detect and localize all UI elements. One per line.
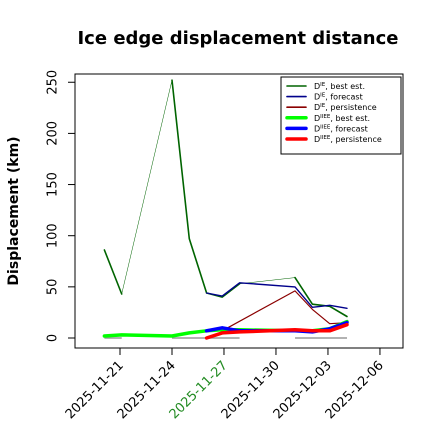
series-line [171,79,241,298]
legend-entry: DIIEE, persistence [314,135,382,144]
x-axis: 2025-11-212025-11-242025-11-272025-11-30… [63,347,387,422]
legend-entry: DIE, forecast [314,93,363,102]
y-tick-label: 100 [46,223,61,248]
series-line [221,290,348,332]
series-line [204,322,349,340]
y-tick-label: 200 [46,121,61,146]
series-line [205,282,348,309]
y-tick-label: 50 [46,279,61,296]
series-line [294,276,348,318]
chart-title: Ice edge displacement distance [77,28,398,49]
y-tick-label: 150 [46,172,61,197]
legend-entry: DIE, best est. [314,82,365,91]
series-line [121,79,173,295]
legend-entry: DIIEE, forecast [314,124,368,133]
series-line [239,277,296,285]
series-line [103,249,123,295]
legend-entry: DIIEE, best est. [314,114,370,123]
y-tick-label: 250 [46,70,61,95]
y-axis: 0 50 100 150 200 250 [46,70,76,342]
legend-entry: DIE, persistence [314,103,377,112]
y-tick-label: 0 [46,334,61,342]
y-axis-label: Displacement (km) [6,136,22,285]
legend-box [280,76,402,155]
series-layer [102,79,349,340]
